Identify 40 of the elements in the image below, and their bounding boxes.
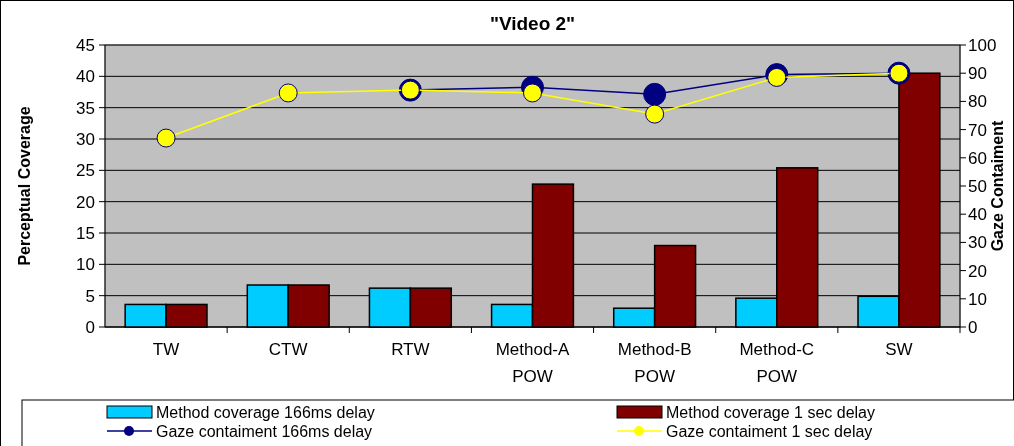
y2-tick-label: 40 [968,205,987,225]
chart-title: "Video 2" [489,13,576,34]
y-tick-label: 45 [76,35,95,55]
y2-tick-label: 90 [968,64,987,84]
y-tick-label: 40 [76,67,95,87]
y-tick-label: 30 [76,129,95,149]
y2-axis-title: Gaze Contaiment [989,119,1006,252]
legend-label: Method coverage 1 sec delay [666,403,876,421]
y2-tick-label: 20 [968,261,987,281]
y2-tick-label: 30 [968,233,987,253]
x-tick-label: Method-A POW [495,340,571,386]
y-tick-label: 0 [85,317,95,337]
x-tick-label: SW [885,340,913,359]
point [156,128,176,148]
legend-label: Gaze contaiment 166ms delay [156,422,373,440]
x-tick-label: RTW [391,340,430,359]
y2-tick-label: 100 [968,35,997,55]
y-axis-title: Perceptual Coverage [16,106,33,266]
y-tick-label: 20 [76,192,95,212]
y-tick-label: 25 [76,161,95,181]
x-tick-label: CTW [268,340,308,359]
y2-tick-label: 60 [968,148,987,168]
y-tick-label: 5 [85,286,95,306]
y-tick-label: 15 [76,223,95,243]
x-tick-label: TW [152,340,180,359]
legend-label: Method coverage 166ms delay [156,403,375,421]
y-tick-label: 35 [76,98,95,118]
y2-tick-label: 0 [968,317,978,337]
y2-tick-label: 80 [968,92,987,112]
y2-tick-label: 70 [968,120,987,140]
point [278,83,298,103]
x-tick-label: Method-B POW [617,340,692,386]
legend-label: Gaze contaiment 1 sec delay [666,422,873,440]
point [645,104,665,124]
y2-tick-label: 10 [968,289,987,309]
point [643,82,667,106]
point [523,83,542,103]
y2-tick-label: 50 [968,176,987,196]
x-tick-label: Method-C POW [739,340,815,386]
y-tick-label: 10 [76,255,95,275]
